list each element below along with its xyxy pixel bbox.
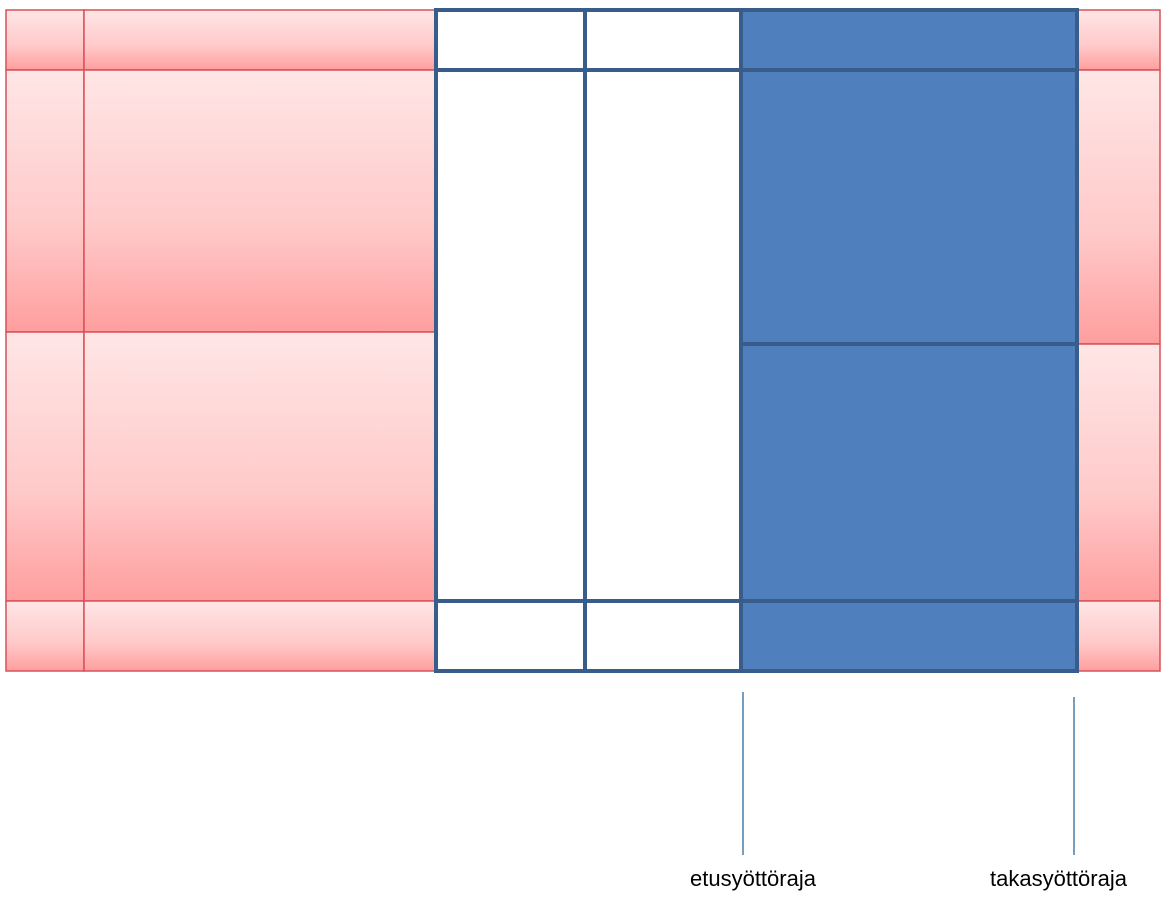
back-service-line-label: takasyöttöraja: [990, 866, 1127, 891]
right-service-area: [741, 10, 1077, 671]
left-lower-outer-cell: [5, 331, 85, 602]
right-upper-outer-cell: [1076, 69, 1161, 345]
right-top-outer-cell: [1076, 9, 1161, 71]
left-top-inner-cell: [83, 9, 437, 71]
left-half-shaded: [5, 9, 437, 672]
right-bottom-outer-cell: [1076, 600, 1161, 672]
right-lower-outer-cell: [1076, 343, 1161, 602]
net-zone: [436, 10, 741, 671]
front-service-line-label: etusyöttöraja: [690, 866, 816, 891]
court-outline-right: [434, 8, 1079, 673]
left-lower-service-court: [83, 331, 437, 602]
left-top-outer-cell: [5, 9, 85, 71]
court-lines: [434, 8, 1079, 673]
left-bottom-inner-cell: [83, 600, 437, 672]
right-edge-shaded: [1076, 9, 1161, 672]
left-upper-outer-cell: [5, 69, 85, 333]
left-upper-service-court: [83, 69, 437, 333]
left-bottom-outer-cell: [5, 600, 85, 672]
